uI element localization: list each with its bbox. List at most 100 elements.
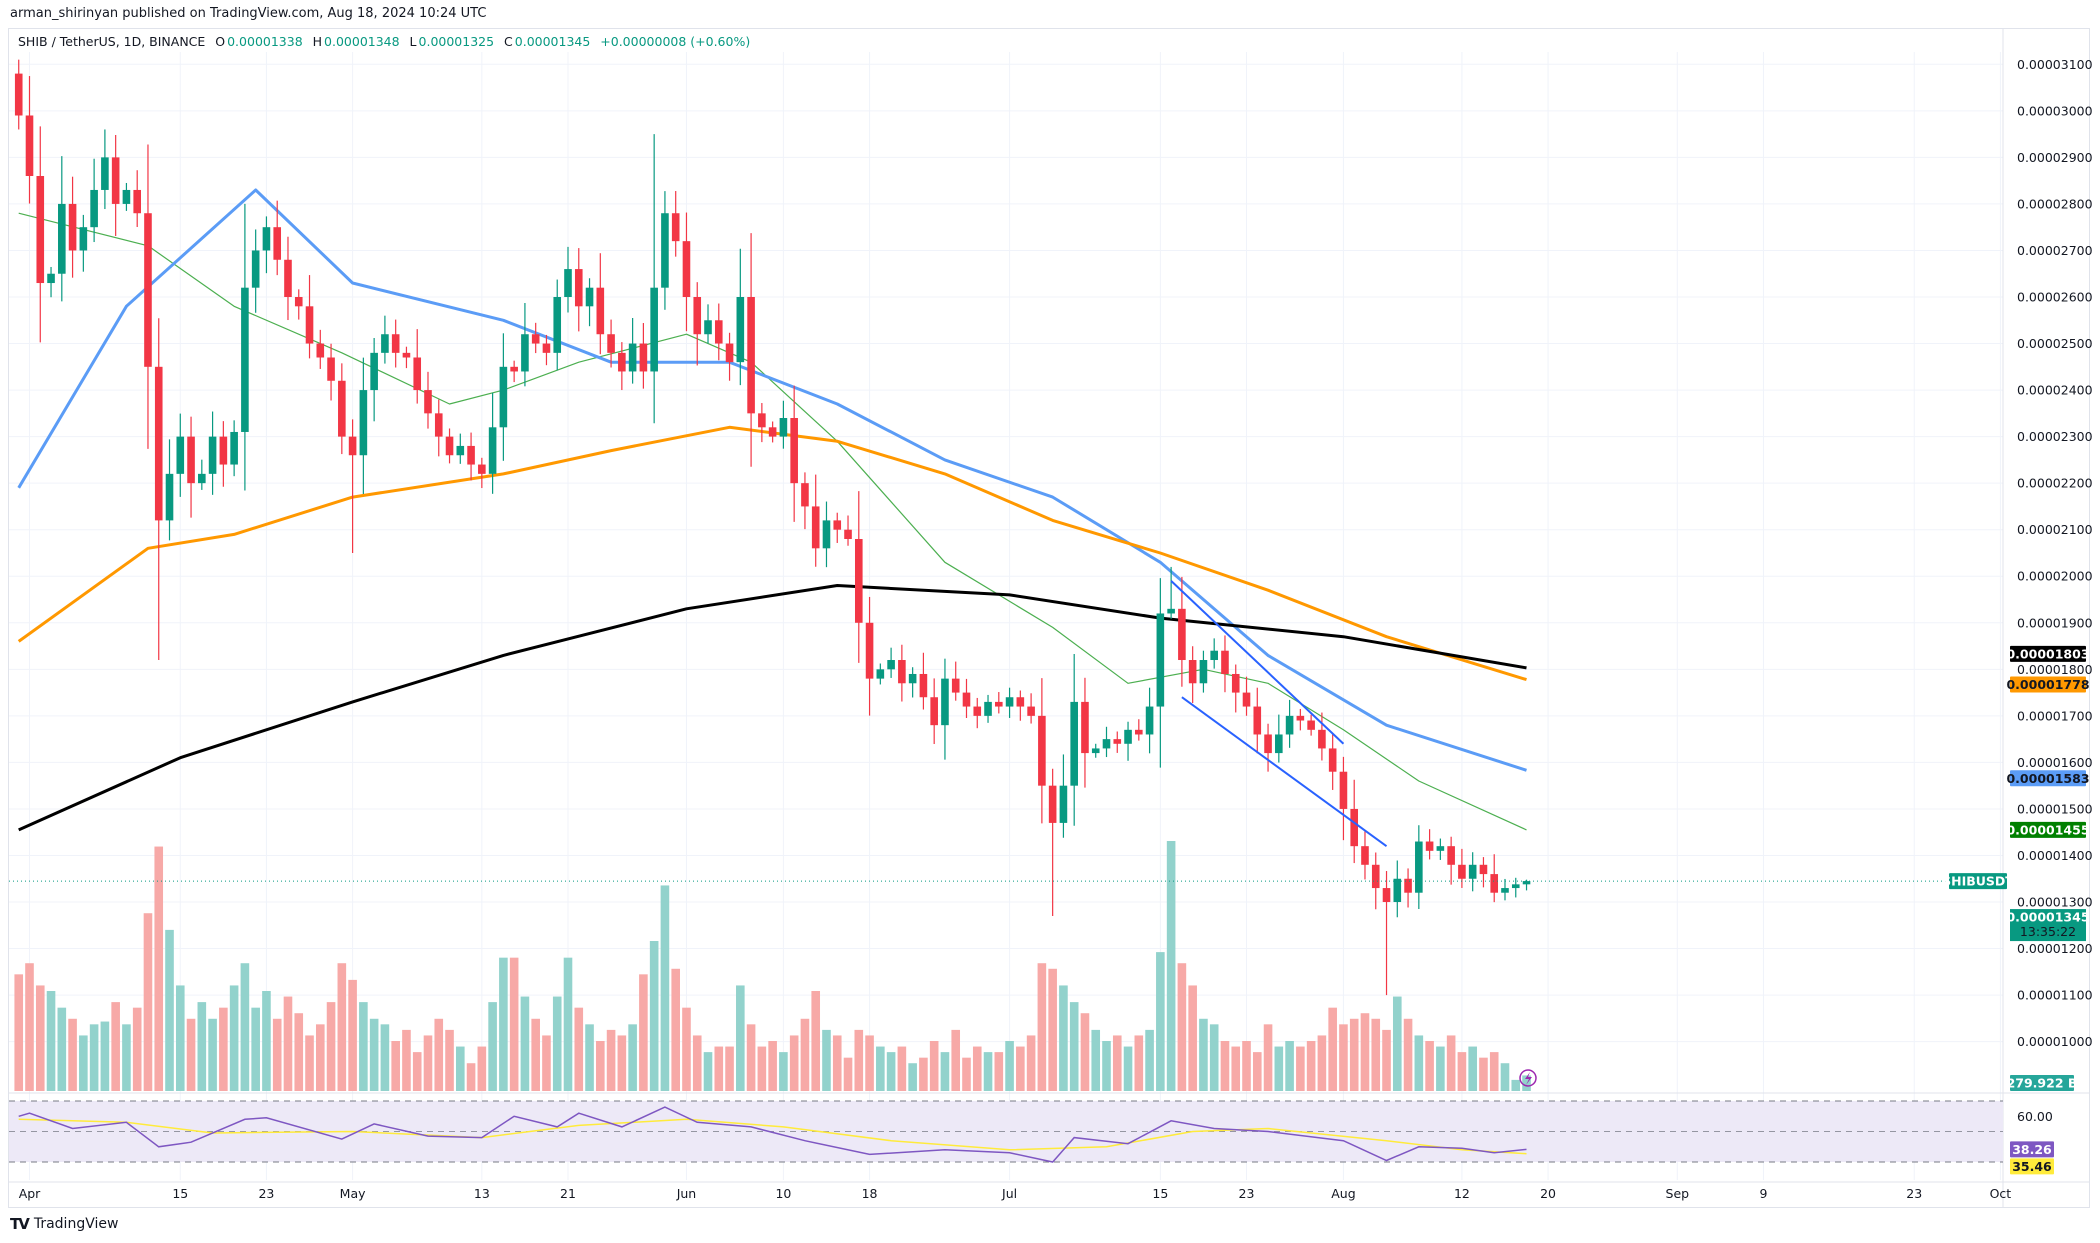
lightning-icon[interactable] xyxy=(1519,1069,1537,1087)
candle-body xyxy=(198,473,206,484)
candle-body xyxy=(1350,808,1359,847)
time-axis-label: 15 xyxy=(1152,1186,1168,1201)
candle-body xyxy=(381,334,389,353)
last-price-badge: 0.00001345 xyxy=(2006,910,2089,925)
volume-bar xyxy=(908,1063,917,1091)
candle-body xyxy=(833,520,842,530)
volume-bar xyxy=(897,1046,907,1091)
rsi-axis-label: 60.00 xyxy=(2017,1109,2053,1124)
candle-body xyxy=(1145,706,1154,735)
candle-body xyxy=(499,366,508,428)
volume-bar xyxy=(111,1002,120,1091)
candle-body xyxy=(704,320,712,335)
volume-bar xyxy=(1048,968,1057,1091)
rsi-ma-value-badge: 35.46 xyxy=(2012,1159,2052,1174)
candle-body xyxy=(553,297,562,353)
candle-body xyxy=(1242,692,1251,707)
volume-bar xyxy=(35,985,45,1091)
chart-frame xyxy=(8,28,2090,1208)
candle-body xyxy=(661,213,669,288)
candle-body xyxy=(682,241,691,297)
price-axis-label: 0.00001700 xyxy=(2017,708,2093,723)
candle-body xyxy=(370,352,378,391)
candle-body xyxy=(305,306,314,344)
time-axis-label: Sep xyxy=(1666,1186,1690,1201)
candle-body xyxy=(790,418,798,484)
candle-body xyxy=(1318,729,1326,749)
candle-body xyxy=(262,227,271,251)
candle-body xyxy=(1361,846,1369,865)
trendline[interactable] xyxy=(1170,580,1345,745)
tradingview-logo-icon[interactable]: TV xyxy=(10,1215,30,1233)
volume-bar xyxy=(779,1052,788,1091)
candle-body xyxy=(1307,720,1315,730)
volume-bar xyxy=(456,1046,465,1091)
candle-body xyxy=(1339,771,1348,809)
volume-bar xyxy=(305,1035,314,1091)
time-axis-label: 15 xyxy=(172,1186,188,1201)
candle-body xyxy=(1511,884,1520,889)
candle-body xyxy=(725,343,734,363)
volume-bar xyxy=(1263,1024,1273,1091)
price-axis-label: 0.00003100 xyxy=(2017,57,2093,72)
volume-bar xyxy=(671,968,680,1091)
volume-bar xyxy=(326,1002,336,1091)
candle-body xyxy=(1016,697,1025,707)
last-price-badge-bg xyxy=(2010,909,2086,942)
candle-body xyxy=(1102,739,1111,749)
candle-body xyxy=(176,436,185,474)
candle-body xyxy=(510,366,518,372)
volume-bar xyxy=(1231,1046,1241,1091)
candle-body xyxy=(768,427,777,437)
candle-body xyxy=(1522,881,1531,885)
volume-bar xyxy=(1306,1041,1316,1091)
candle-body xyxy=(316,343,325,358)
candle-body xyxy=(187,436,195,484)
volume-bar xyxy=(509,957,519,1091)
low-label: L xyxy=(409,34,417,49)
candle-body xyxy=(338,380,346,437)
price-axis-label: 0.00002300 xyxy=(2017,429,2093,444)
volume-bar xyxy=(725,1046,734,1091)
candle-body xyxy=(898,660,906,684)
candle-body xyxy=(1296,715,1305,721)
volume-bar xyxy=(1457,1052,1467,1091)
candle-body xyxy=(122,189,131,204)
symbol-tag-badge-bg xyxy=(1949,873,2007,890)
volume-bar xyxy=(929,1041,939,1091)
candle-body xyxy=(47,273,55,284)
moving-average-line xyxy=(17,188,1527,772)
candle-body xyxy=(14,73,23,116)
price-axis-label: 0.00001100 xyxy=(2017,988,2093,1003)
time-axis-label: Jul xyxy=(1001,1186,1017,1201)
candle-body xyxy=(1436,846,1445,851)
publisher-line: arman_shirinyan published on TradingView… xyxy=(10,6,487,21)
candle-body xyxy=(1501,888,1509,893)
price-axis-label: 0.00002400 xyxy=(2017,383,2093,398)
volume-bar xyxy=(1511,1079,1521,1091)
volume-bar xyxy=(1339,1024,1348,1091)
candle-body xyxy=(1081,701,1089,754)
volume-bar xyxy=(423,1035,433,1091)
trendline[interactable] xyxy=(1181,696,1388,847)
price-axis-label: 0.00002000 xyxy=(2017,569,2093,584)
candle-body xyxy=(1382,888,1391,903)
footer: TV TradingView xyxy=(10,1215,118,1233)
volume-bar xyxy=(57,1007,67,1091)
volume-bar xyxy=(348,979,357,1091)
volume-bar xyxy=(402,1029,411,1091)
rsi-line xyxy=(18,1106,1527,1163)
volume-bar xyxy=(1285,1041,1294,1091)
price-axis-label: 0.00001300 xyxy=(2017,895,2093,910)
candle-body xyxy=(165,473,174,521)
volume-bar xyxy=(1522,1075,1531,1091)
volume-bar xyxy=(757,1046,767,1091)
candle-body xyxy=(1167,608,1175,614)
symbol-title[interactable]: SHIB / TetherUS, 1D, BINANCE xyxy=(18,34,206,49)
volume-bar xyxy=(1479,1057,1488,1091)
volume-bar xyxy=(1317,1035,1327,1091)
footer-brand[interactable]: TradingView xyxy=(33,1216,119,1232)
volume-bar xyxy=(1328,1007,1337,1091)
ma-value-badge-bg xyxy=(2010,676,2086,693)
